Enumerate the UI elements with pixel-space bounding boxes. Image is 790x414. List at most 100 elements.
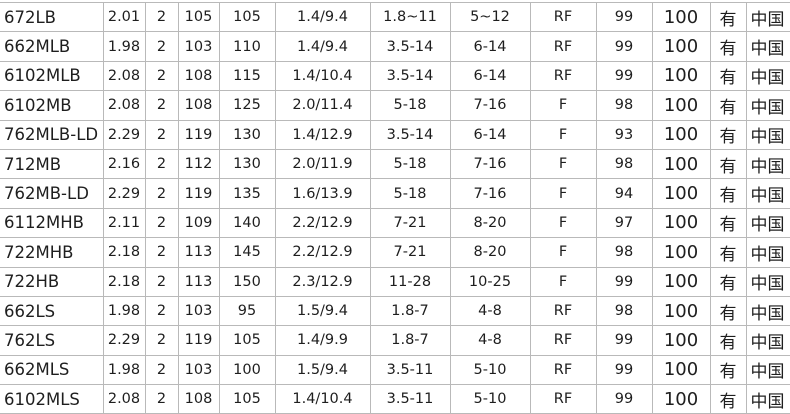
table-cell: 2.11	[102, 207, 146, 239]
table-cell: 125	[218, 90, 276, 121]
table-cell: 中国	[745, 295, 790, 327]
table-cell: 105	[177, 1, 220, 33]
table-cell: 100	[651, 384, 711, 414]
table-cell: 150	[218, 266, 276, 297]
table-cell: 2	[144, 148, 179, 180]
table-cell: 105	[218, 1, 276, 33]
table-cell: RF	[529, 325, 597, 356]
table-cell: 103	[177, 295, 220, 327]
model-cell: 6102MLS	[0, 384, 104, 414]
table-cell: 1.5/9.4	[274, 354, 371, 386]
table-cell: 1.5/9.4	[274, 295, 371, 327]
table-cell: RF	[529, 354, 597, 386]
table-cell: 2	[144, 31, 179, 62]
table-cell: 10-25	[449, 266, 531, 297]
model-cell: 722HB	[0, 266, 104, 297]
table-cell: 98	[595, 90, 653, 121]
table-cell: 3.5-14	[369, 31, 451, 62]
table-cell: 8-20	[449, 237, 531, 268]
table-cell: 2.18	[102, 266, 146, 297]
table-cell: 有	[709, 295, 747, 327]
table-cell: 108	[177, 384, 220, 414]
table-cell: 有	[709, 266, 747, 297]
model-cell: 662MLS	[0, 354, 104, 386]
table-cell: 6-14	[449, 119, 531, 150]
table-cell: 99	[595, 325, 653, 356]
table-cell: 有	[709, 178, 747, 209]
model-cell: 6102MB	[0, 90, 104, 121]
table-cell: 1.4/10.4	[274, 384, 371, 414]
table-cell: 119	[177, 119, 220, 150]
table-row: 722HB 2.18 2 113 150 2.3/12.9 11-28 10-25 F 99 100…	[0, 266, 790, 297]
table-cell: 4-8	[449, 325, 531, 356]
table-cell: 5-18	[369, 148, 451, 180]
table-cell: 2	[144, 207, 179, 239]
table-cell: 4-8	[449, 295, 531, 327]
table-cell: 有	[709, 60, 747, 92]
table-cell: 1.98	[102, 354, 146, 386]
model-cell: 712MB	[0, 148, 104, 180]
table-cell: 113	[177, 266, 220, 297]
table-cell: 5~12	[449, 1, 531, 33]
table-row: 762MB-LD 2.29 2 119 135 1.6/13.9 5-18 7-16 F 94 10…	[0, 178, 790, 209]
table-cell: 98	[595, 148, 653, 180]
table-row: 6102MLS 2.08 2 108 105 1.4/10.4 3.5-11 5-10 RF 99…	[0, 384, 790, 414]
table-cell: F	[529, 148, 597, 180]
table-cell: 100	[651, 119, 711, 150]
table-cell: 99	[595, 1, 653, 33]
table-cell: 100	[651, 207, 711, 239]
table-cell: 99	[595, 354, 653, 386]
table-cell: 有	[709, 1, 747, 33]
table-cell: F	[529, 178, 597, 209]
table-row: 6112MHB 2.11 2 109 140 2.2/12.9 7-21 8-20 F 97 100…	[0, 207, 790, 239]
table-cell: F	[529, 207, 597, 239]
table-cell: 2	[144, 119, 179, 150]
table-cell: 119	[177, 325, 220, 356]
table-cell: 105	[218, 325, 276, 356]
table-cell: 100	[651, 237, 711, 268]
model-cell: 6112MHB	[0, 207, 104, 239]
table-cell: 11-28	[369, 266, 451, 297]
table-cell: 109	[177, 207, 220, 239]
model-cell: 672LB	[0, 1, 104, 33]
table-cell: 中国	[745, 60, 790, 92]
table-row: 722MHB 2.18 2 113 145 2.2/12.9 7-21 8-20 F 98 100 有…	[0, 237, 790, 268]
table-cell: 2.01	[102, 1, 146, 33]
table-cell: 100	[651, 354, 711, 386]
table-cell: 1.4/9.9	[274, 325, 371, 356]
table-cell: 2.08	[102, 60, 146, 92]
table-cell: 100	[651, 31, 711, 62]
table-cell: 99	[595, 384, 653, 414]
table-cell: 2.29	[102, 178, 146, 209]
table-cell: 1.98	[102, 31, 146, 62]
table-cell: 99	[595, 266, 653, 297]
table-cell: 108	[177, 60, 220, 92]
table-cell: 中国	[745, 119, 790, 150]
table-cell: 3.5-14	[369, 60, 451, 92]
table-cell: 1.4/9.4	[274, 1, 371, 33]
table-cell: 7-16	[449, 178, 531, 209]
table-cell: 93	[595, 119, 653, 150]
table-cell: 7-16	[449, 148, 531, 180]
table-cell: F	[529, 237, 597, 268]
table-cell: 2	[144, 237, 179, 268]
model-cell: 762LS	[0, 325, 104, 356]
table-cell: 1.4/12.9	[274, 119, 371, 150]
model-cell: 762MLB-LD	[0, 119, 104, 150]
table-cell: 2	[144, 1, 179, 33]
table-cell: 中国	[745, 31, 790, 62]
table-cell: 有	[709, 384, 747, 414]
table-cell: 中国	[745, 325, 790, 356]
table-cell: 99	[595, 60, 653, 92]
table-cell: 100	[651, 178, 711, 209]
table-cell: 100	[651, 148, 711, 180]
table-cell: 1.4/10.4	[274, 60, 371, 92]
table-cell: 2.2/12.9	[274, 207, 371, 239]
table-cell: 1.8~11	[369, 1, 451, 33]
model-cell: 762MB-LD	[0, 178, 104, 209]
table-cell: 有	[709, 31, 747, 62]
table-cell: 95	[218, 295, 276, 327]
model-cell: 662MLB	[0, 31, 104, 62]
table-cell: 113	[177, 237, 220, 268]
